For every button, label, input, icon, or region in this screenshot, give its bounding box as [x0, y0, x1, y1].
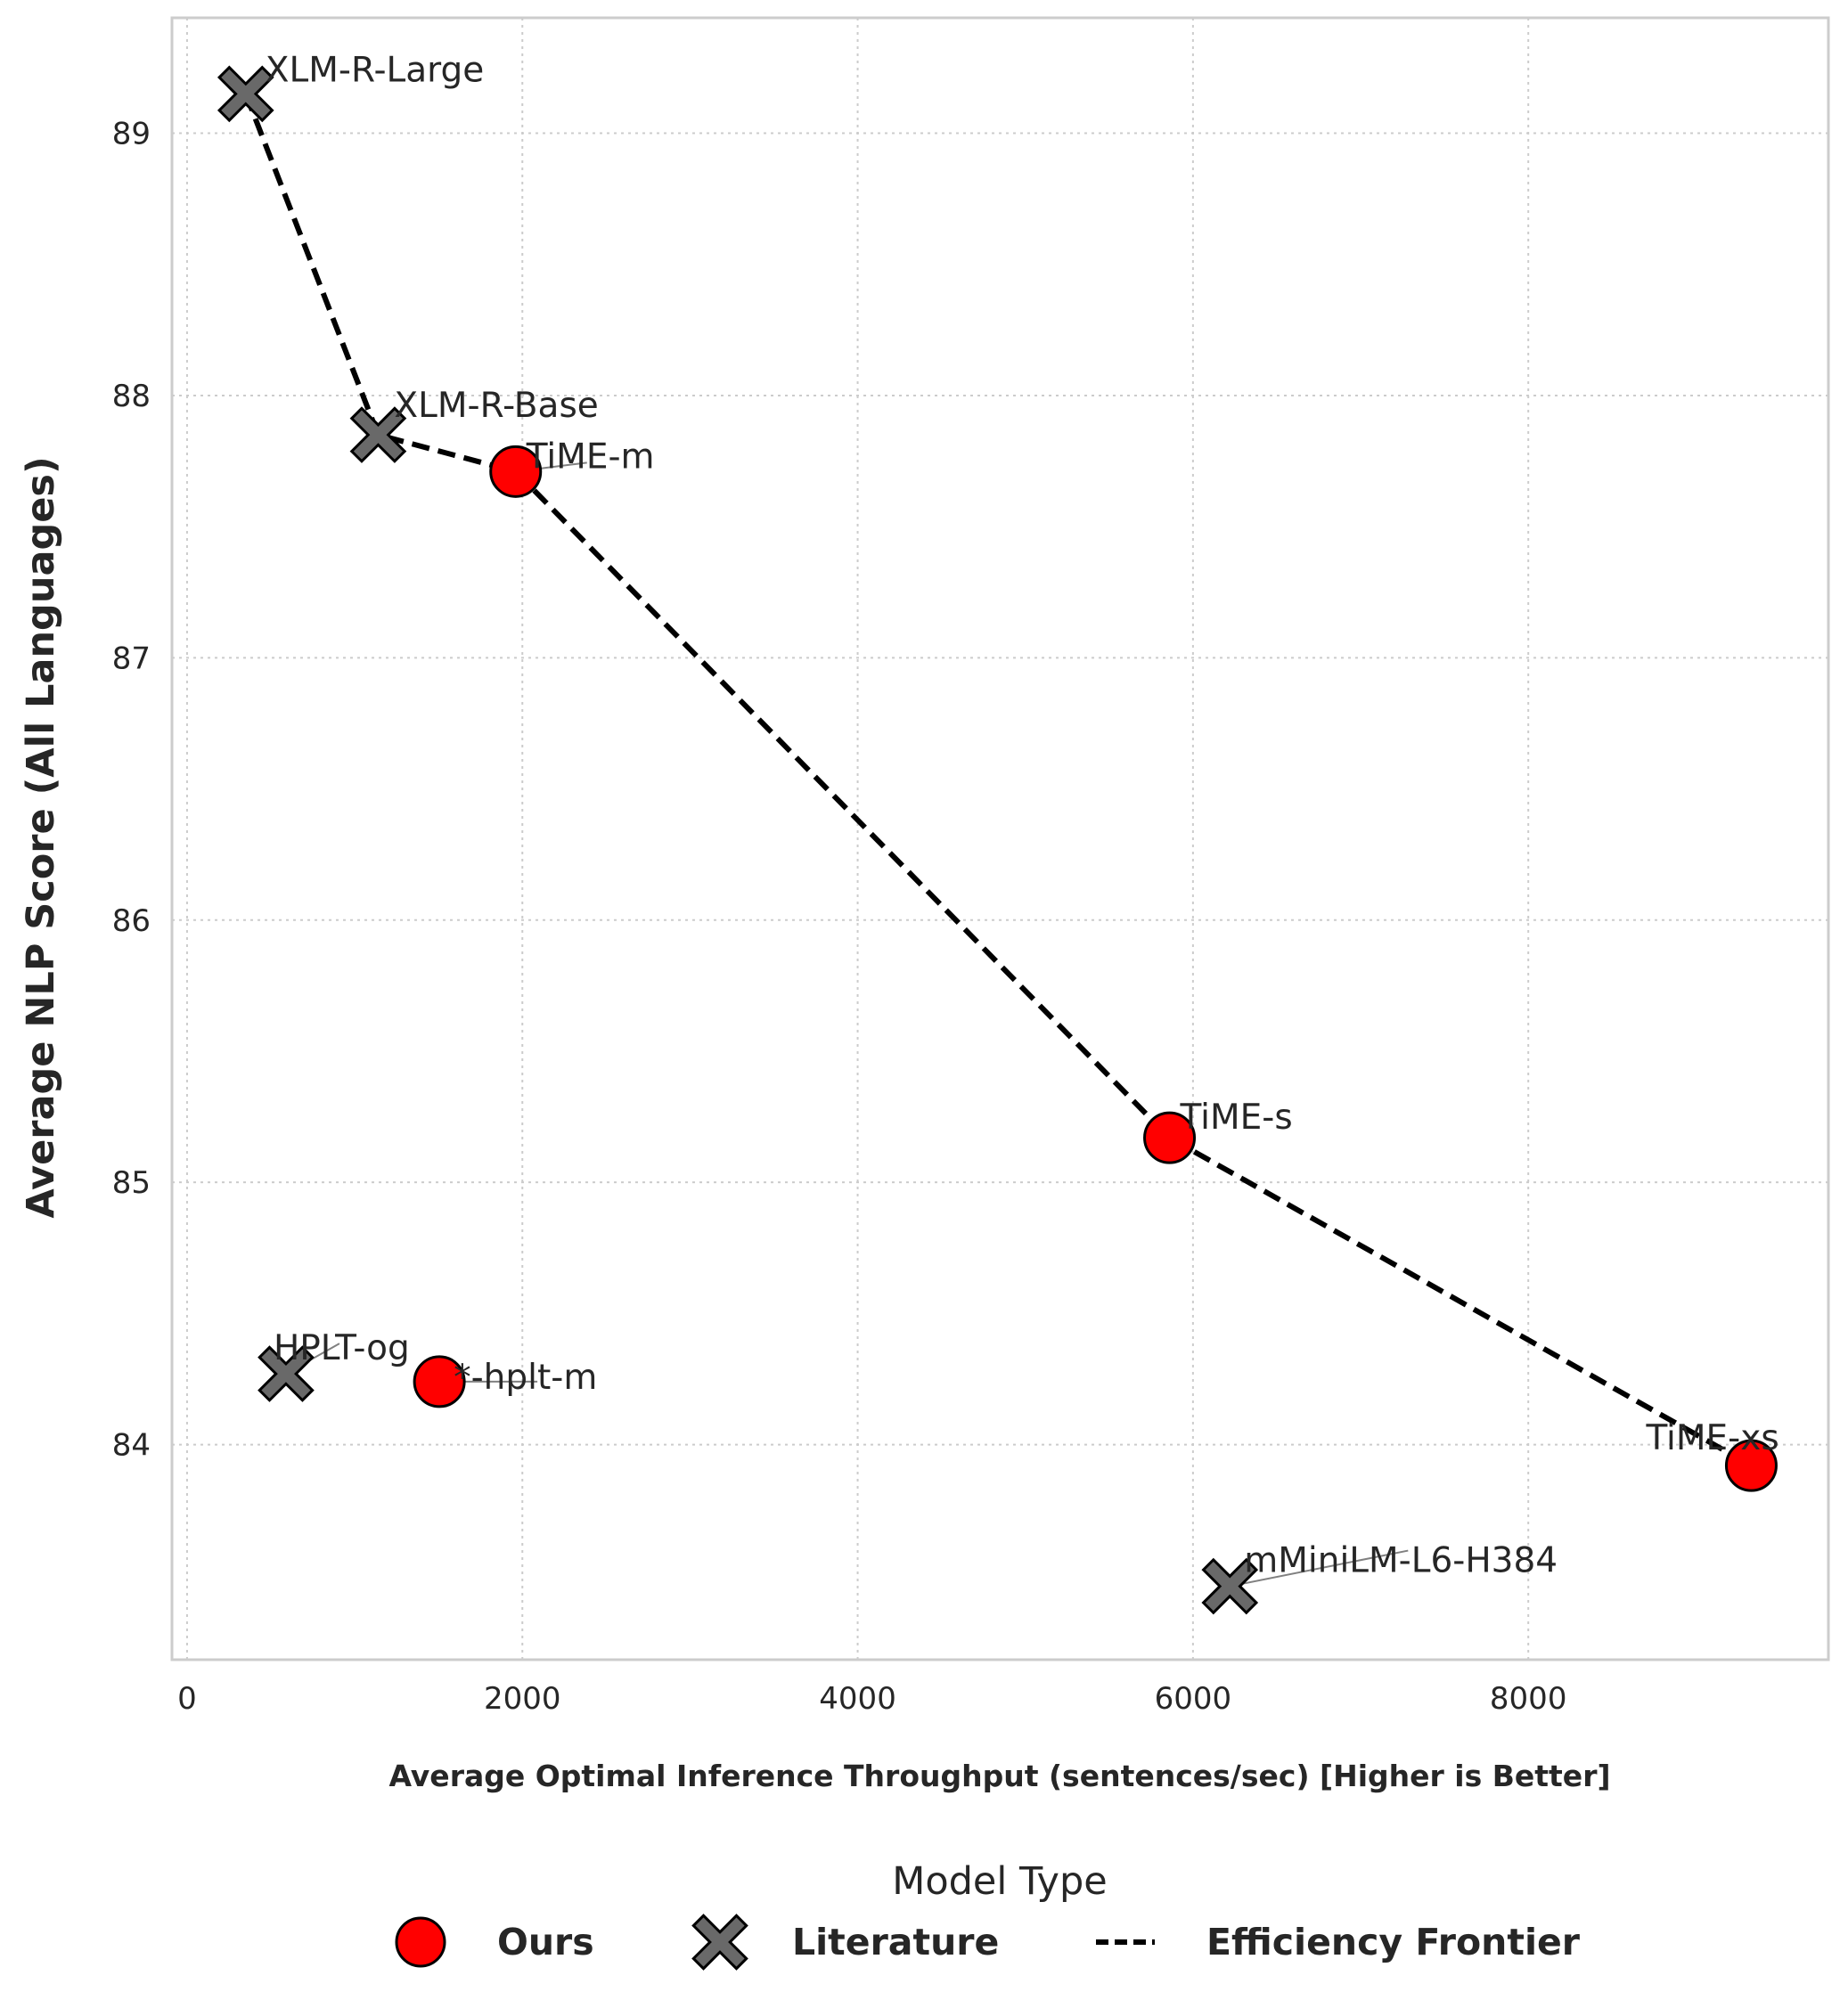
point-ours [489, 445, 543, 498]
legend-label-ours: Ours [497, 1921, 594, 1963]
point-label: XLM-R-Base [394, 386, 598, 426]
plot-background [170, 16, 1830, 1661]
x-tick-label: 0 [177, 1681, 197, 1717]
point-literature [217, 65, 274, 123]
legend-marker-literature [691, 1914, 748, 1971]
y-tick-label: 88 [112, 379, 151, 414]
point-label: mMiniLM-L6-H384 [1244, 1541, 1558, 1581]
point-label: TiME-m [526, 437, 655, 477]
point-label: TiME-s [1180, 1098, 1293, 1138]
grid [172, 18, 1828, 1660]
points: XLM-R-Large XLM-R-Base TiME-m TiME-s TiME-xs… [217, 50, 1779, 1615]
y-tick-label: 87 [112, 641, 151, 676]
point-label: XLM-R-Large [266, 50, 484, 90]
point-literature [349, 406, 407, 463]
x-tick-label: 2000 [484, 1681, 561, 1717]
x-tick-label: 4000 [819, 1681, 896, 1717]
point-ours [1143, 1111, 1197, 1164]
x-tick-label: 6000 [1155, 1681, 1232, 1717]
point-label: *-hplt-m [454, 1358, 597, 1398]
y-tick-label: 84 [112, 1428, 151, 1464]
legend-title: Model Type [892, 1859, 1108, 1904]
point-literature [1201, 1557, 1259, 1615]
x-tick-label: 8000 [1490, 1681, 1567, 1717]
point-label: HPLT-og [274, 1328, 410, 1368]
point-label: TiME-xs [1645, 1418, 1778, 1458]
ticks: 0 2000 4000 6000 8000 84 85 86 87 88 89 [112, 117, 1567, 1717]
annotation-leader-line [1230, 1549, 1409, 1588]
legend-label-frontier: Efficiency Frontier [1206, 1921, 1581, 1963]
legend-label-literature: Literature [792, 1921, 999, 1963]
y-tick-label: 89 [112, 117, 151, 152]
point-ours [413, 1355, 466, 1408]
legend-marker-ours [395, 1916, 446, 1968]
y-tick-label: 85 [112, 1165, 151, 1201]
y-tick-label: 86 [112, 903, 151, 939]
y-axis-label: Average NLP Score (All Languages) [19, 456, 63, 1218]
point-ours [1724, 1439, 1778, 1492]
legend: Model Type Ours Literature Efficiency Fr… [395, 1859, 1581, 1971]
point-literature [258, 1345, 315, 1402]
x-axis-label: Average Optimal Inference Throughput (se… [388, 1759, 1610, 1793]
